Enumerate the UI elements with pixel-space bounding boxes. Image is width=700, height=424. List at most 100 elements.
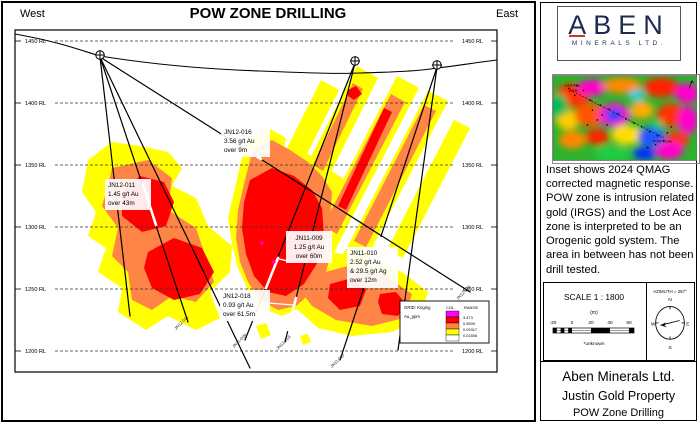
rl-label-left: 1450 RL <box>25 39 46 45</box>
drawing-title: POW Zone Drilling <box>572 407 665 419</box>
sidebar: ABEN MINERALS LTD. <box>540 2 700 421</box>
annotation-JN11-009: JN11-009 1.25 g/t Au over 60m <box>294 235 325 260</box>
legend-range-value: 3.473 <box>463 315 473 320</box>
scale-tick: -20 <box>550 320 557 326</box>
rl-labels: 1450 RL 1400 RL 1350 RL 1300 RL 1250 RL … <box>15 39 497 355</box>
scale-label: SCALE 1 : 1800 <box>564 292 624 302</box>
scale-bar-graphic: SCALE 1 : 1800 (m) -20 0 20 40 60 <box>550 292 635 347</box>
west-label: West <box>20 8 45 20</box>
rl-label-right: 1300 RL <box>462 225 483 231</box>
rl-label-left: 1350 RL <box>25 163 46 169</box>
legend-swatch-yellow <box>445 328 460 336</box>
hole-id: JN12-016 <box>224 129 252 136</box>
azimuth-arrow-icon <box>660 320 680 328</box>
annotation-leaders <box>143 149 377 306</box>
drill-collar-dots <box>567 84 673 149</box>
grade: 2.52 g/t Au <box>350 259 381 266</box>
drill-trace <box>99 56 471 293</box>
company-name: Aben Minerals Ltd. <box>562 369 675 384</box>
rl-label-left: 1400 RL <box>25 101 46 107</box>
azimuth-box: AZIMUTH = 257° N W E S <box>647 283 694 360</box>
annotation-JN12-011: JN12-011 1.45 g/t Au over 43m <box>108 182 139 207</box>
north-arrow-icon <box>688 80 695 89</box>
aben-logo: ABEN MINERALS LTD. <box>557 6 681 61</box>
logo-red-underline <box>569 35 586 38</box>
annotation-JN12-018: JN12-018 0.93 g/t Au over 61.5m <box>223 293 255 318</box>
interval: over 60m <box>296 253 323 260</box>
scale-tick: 20 <box>588 320 594 326</box>
compass-w: W <box>651 321 656 327</box>
drill-collars <box>95 50 442 70</box>
pow-zone-label: POW Zone <box>653 139 673 144</box>
rl-label-right: 1400 RL <box>462 101 483 107</box>
hole-id: JN11-010 <box>350 250 378 257</box>
scale-bar <box>552 327 635 334</box>
logo-text: ABEN <box>568 10 670 40</box>
legend-subtitle: Au_ppm <box>404 314 420 319</box>
inset-map: Lost Ace Zone POW Zone <box>552 74 700 164</box>
annotation-JN12-016: JN12-016 3.56 g/t Au over 9m <box>224 129 255 154</box>
compass-e: E <box>686 321 689 327</box>
legend-swatch-magenta <box>445 310 460 318</box>
compass-s: S <box>668 345 672 351</box>
interval: over 43m <box>108 200 135 207</box>
rl-label-right: 1200 RL <box>462 349 483 355</box>
east-label: East <box>496 8 518 20</box>
rl-label-left: 1200 RL <box>25 349 46 355</box>
legend-col-header: COL <box>446 305 455 310</box>
logo-subtext: MINERALS LTD. <box>571 40 667 48</box>
collar-icon <box>95 50 105 60</box>
hole-id: JN12-018 <box>223 293 251 300</box>
grade-ag: & 29.5 g/t Ag <box>350 268 387 275</box>
inset-description: Inset shows 2024 QMAG corrected magnetic… <box>546 164 694 276</box>
grade: 1.45 g/t Au <box>108 191 139 198</box>
grade: 3.56 g/t Au <box>224 138 255 145</box>
kriging-legend: GRID: Kriging Au_ppm COL RANGE 3.473 0.5… <box>399 300 490 344</box>
scale-footnote: *unknown <box>583 341 604 347</box>
legend-range-header: RANGE <box>464 305 479 310</box>
cross-section-panel: West POW ZONE DRILLING East <box>1 1 536 422</box>
scale-box: SCALE 1 : 1800 (m) -20 0 20 40 60 <box>544 283 647 360</box>
legend-title: GRID: Kriging <box>404 305 431 310</box>
scale-tick: 40 <box>607 320 613 326</box>
interval: over 12m <box>350 277 377 284</box>
compass-n: N <box>668 297 672 303</box>
qmag-inset: Lost Ace Zone POW Zone <box>552 75 698 161</box>
section-box <box>14 29 498 373</box>
lost-ace-label: Lost Ace <box>565 82 581 87</box>
annotation-backgrounds <box>105 126 398 321</box>
scale-azimuth-row: SCALE 1 : 1800 (m) -20 0 20 40 60 <box>543 282 695 361</box>
rl-label-right: 1250 RL <box>462 287 483 293</box>
legend-range-value: 0.5509 <box>463 321 475 326</box>
legend-range-value: 0.09317 <box>463 327 477 332</box>
azimuth-label: AZIMUTH = 257° <box>653 289 687 294</box>
legend-swatch-white <box>445 334 460 342</box>
lost-ace-label-2: Zone <box>569 87 579 92</box>
rl-label-left: 1250 RL <box>25 287 46 293</box>
collar-icon <box>350 56 360 66</box>
grade: 0.93 g/t Au <box>223 302 254 309</box>
hole-id: JN12-011 <box>108 182 136 189</box>
interval: over 9m <box>224 147 247 154</box>
rl-label-right: 1450 RL <box>462 39 483 45</box>
property-name: Justin Gold Property <box>561 389 676 403</box>
drill-trace <box>284 62 356 343</box>
scale-unit: (m) <box>590 310 598 316</box>
title-block: Aben Minerals Ltd. Justin Gold Property … <box>541 361 696 421</box>
magnetic-blobs <box>553 77 697 161</box>
logo-wordmark: ABEN <box>568 11 670 39</box>
hole-id: JN11-009 <box>295 235 323 242</box>
drill-trace <box>339 66 438 361</box>
section-title: POW ZONE DRILLING <box>190 5 347 22</box>
annotation-JN11-010: JN11-010 2.52 g/t Au & 29.5 g/t Ag over … <box>350 250 387 284</box>
legend-range-value: 0.01506 <box>463 333 477 338</box>
scale-tick: 0 <box>571 320 574 326</box>
rl-label-right: 1350 RL <box>462 163 483 169</box>
compass-graphic: AZIMUTH = 257° N W E S <box>651 289 690 351</box>
legend-swatches <box>445 310 460 342</box>
grade: 1.25 g/t Au <box>294 244 325 251</box>
collar-icon <box>432 60 442 70</box>
legend-swatch-red <box>445 316 460 324</box>
interval: over 61.5m <box>223 311 255 318</box>
